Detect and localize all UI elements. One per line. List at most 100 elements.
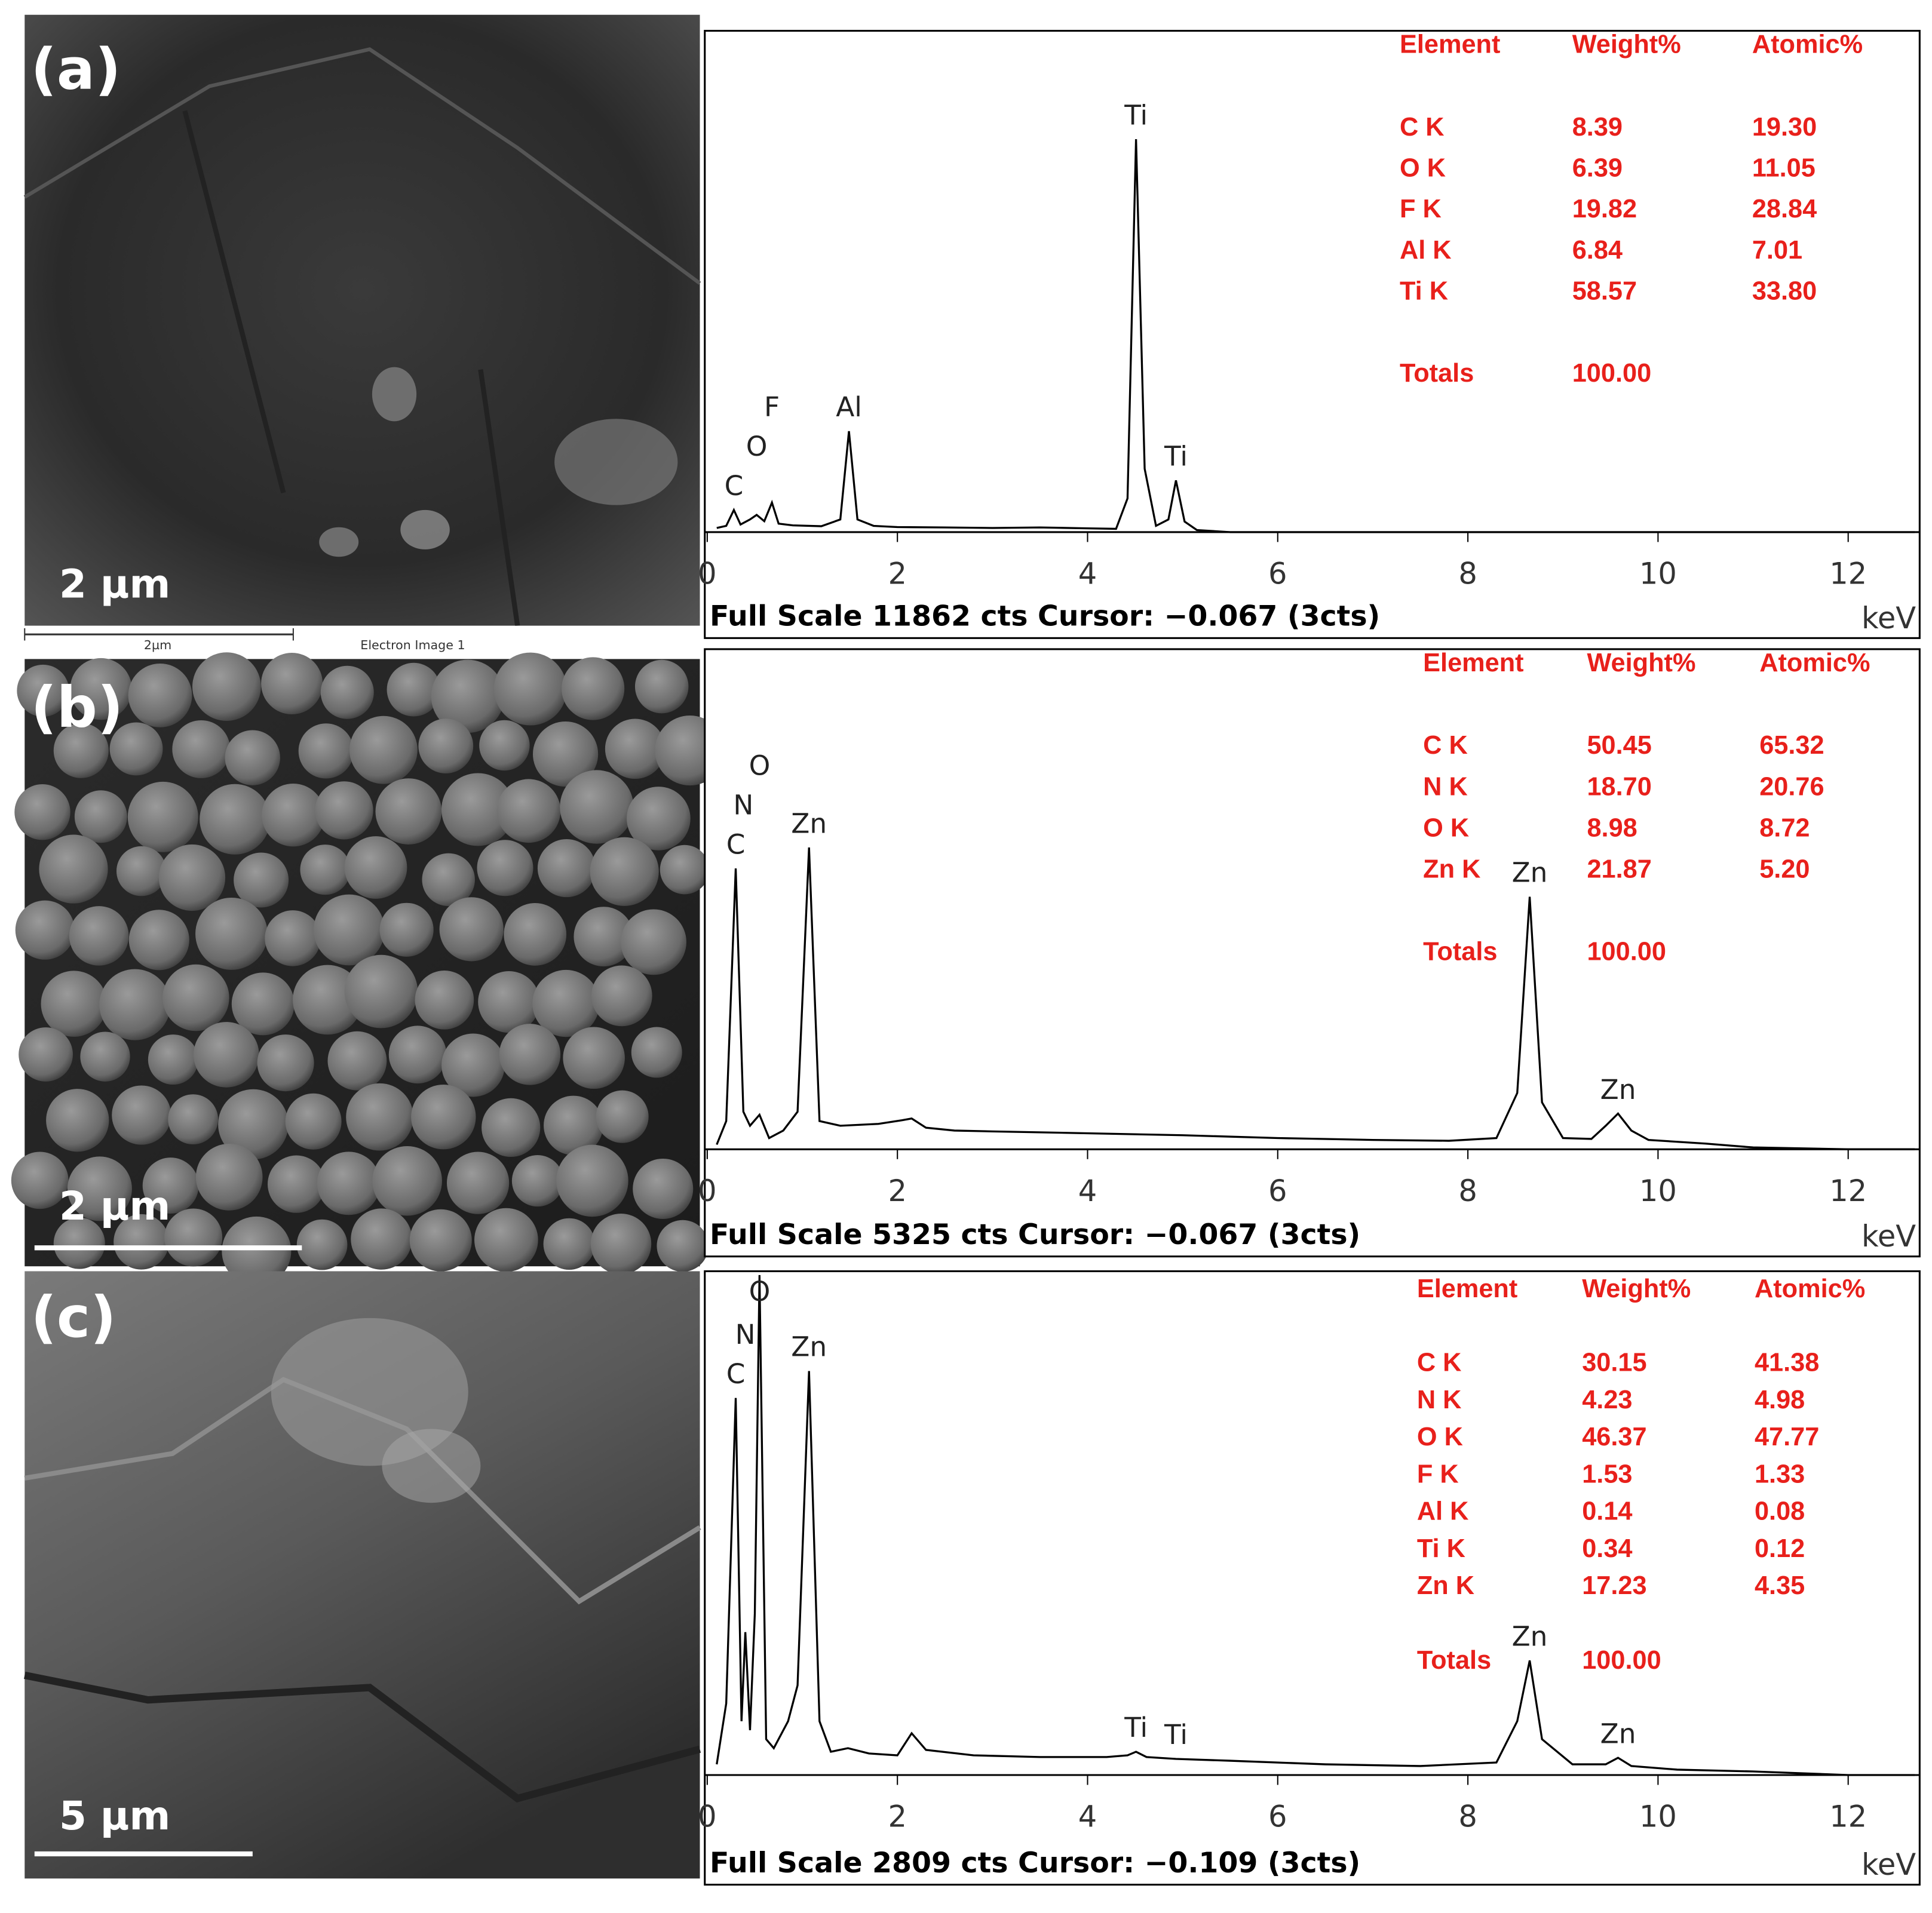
sem-particle [112, 1085, 171, 1145]
table-cell: Zn K [1417, 1571, 1474, 1600]
table-cell: 4.98 [1755, 1386, 1805, 1414]
table-cell: 6.84 [1572, 236, 1623, 265]
sem-particle [621, 909, 686, 975]
sem-particle [563, 1027, 625, 1089]
table-total: 100.00 [1572, 359, 1651, 388]
sem-particle [158, 844, 226, 911]
table-header: Weight% [1572, 30, 1681, 59]
sem-particle [631, 1027, 682, 1078]
sem-particle [39, 834, 108, 904]
table-cell: 21.87 [1587, 855, 1651, 884]
sem-particle [315, 781, 373, 840]
spectrum-chart: 0 2 4 6 8 10 12 keV Full Scale 5325 cts Cursor: … [698, 648, 1921, 1258]
sem-particle [479, 720, 530, 771]
table-cell: 65.32 [1759, 731, 1824, 760]
table-header: Atomic% [1759, 649, 1870, 677]
sem-particle [493, 652, 567, 726]
sem-particle [225, 730, 280, 785]
sem-particle [268, 1155, 326, 1213]
sem-particle [317, 1152, 381, 1215]
sem-particle [319, 527, 359, 557]
table-cell: 8.98 [1587, 813, 1637, 842]
sem-particle [17, 664, 69, 717]
strip-scale: 2µm [144, 638, 171, 652]
scale-label: 2 µm [59, 561, 170, 607]
peak-label: O [746, 431, 768, 462]
sem-particle [231, 972, 295, 1036]
peak-label: N [733, 789, 753, 821]
x-tick-label: 12 [1829, 1174, 1867, 1208]
sem-particle [15, 900, 75, 960]
sem-particle [195, 1143, 263, 1211]
sem-particle [591, 965, 652, 1027]
peak-label: O [749, 1276, 771, 1307]
sem-particle [482, 1098, 541, 1157]
spectrum-chart: 0 2 4 6 8 10 12 keV Full Scale 11862 cts Cursor:… [698, 30, 1921, 639]
sem-image [24, 14, 700, 626]
sem-particle [327, 1031, 387, 1091]
table-cell: 30.15 [1582, 1349, 1646, 1377]
sem-particle [477, 840, 533, 896]
sem-particle [194, 1022, 259, 1088]
sem-particle [172, 720, 231, 778]
sem-particle [128, 663, 192, 727]
sem-particle [474, 1208, 538, 1272]
sem-particle [349, 716, 418, 784]
sem-texture [182, 110, 520, 627]
plot-frame [704, 1270, 1921, 1886]
table-header: Element [1400, 30, 1500, 59]
table-cell: 18.70 [1587, 772, 1651, 801]
sem-particle [400, 509, 450, 549]
table-cell: 1.33 [1755, 1460, 1805, 1488]
panel-label: (a) [31, 36, 121, 102]
caption: Full Scale 5325 cts Cursor: −0.067 (3cts… [710, 1218, 1360, 1251]
caption: Full Scale 11862 cts Cursor: −0.067 (3ct… [710, 600, 1380, 633]
table-cell: 1.53 [1582, 1460, 1632, 1488]
sem-particle [234, 852, 289, 908]
peak-label: Zn [1512, 857, 1548, 889]
strip-title: Electron Image 1 [360, 638, 465, 652]
x-axis-label: keV [1862, 601, 1916, 635]
peak-label: Ti [1164, 1719, 1188, 1751]
spectrum-line [716, 139, 1915, 533]
sem-particles [11, 652, 725, 1286]
sem-particle [533, 721, 599, 787]
table-cell: F K [1417, 1460, 1459, 1488]
sem-particle [554, 419, 678, 505]
table-total: 100.00 [1582, 1646, 1661, 1675]
sem-particle [511, 1155, 563, 1207]
x-axis-label: keV [1862, 1847, 1916, 1882]
table-cell: 7.01 [1752, 236, 1802, 265]
sem-particle [441, 773, 514, 846]
sem-particle [296, 1219, 348, 1270]
table-header: Element [1417, 1275, 1517, 1303]
sem-particle [53, 723, 109, 778]
table-cell: C K [1400, 113, 1445, 142]
x-tick-label: 8 [1458, 1800, 1477, 1834]
table-cell: 0.34 [1582, 1534, 1632, 1563]
sem-particle [446, 1152, 510, 1214]
sem-particle [411, 1084, 476, 1150]
sem-particle [142, 1157, 199, 1214]
sem-particle [285, 1093, 342, 1150]
table-header: Element [1423, 649, 1523, 677]
table-total: Totals [1417, 1646, 1491, 1675]
x-tick-label: 0 [698, 1174, 716, 1208]
table-header: Weight% [1587, 649, 1695, 677]
sem-particle [344, 836, 407, 899]
sem-particle [293, 965, 363, 1035]
sem-particle [53, 1217, 105, 1269]
sem-particle [222, 1216, 292, 1286]
sem-particle [633, 1158, 694, 1219]
sem-particle [590, 1214, 652, 1275]
sem-particle [320, 665, 374, 719]
sem-particle [195, 898, 268, 970]
sem-particle [168, 1094, 219, 1145]
sem-particle [418, 718, 474, 773]
x-tick-label: 6 [1268, 1800, 1287, 1834]
x-tick-label: 0 [698, 1800, 716, 1834]
peak-label: Zn [1600, 1074, 1636, 1106]
sem-particle [605, 718, 666, 779]
sem-particle [496, 779, 561, 843]
sem-particle [99, 969, 171, 1040]
